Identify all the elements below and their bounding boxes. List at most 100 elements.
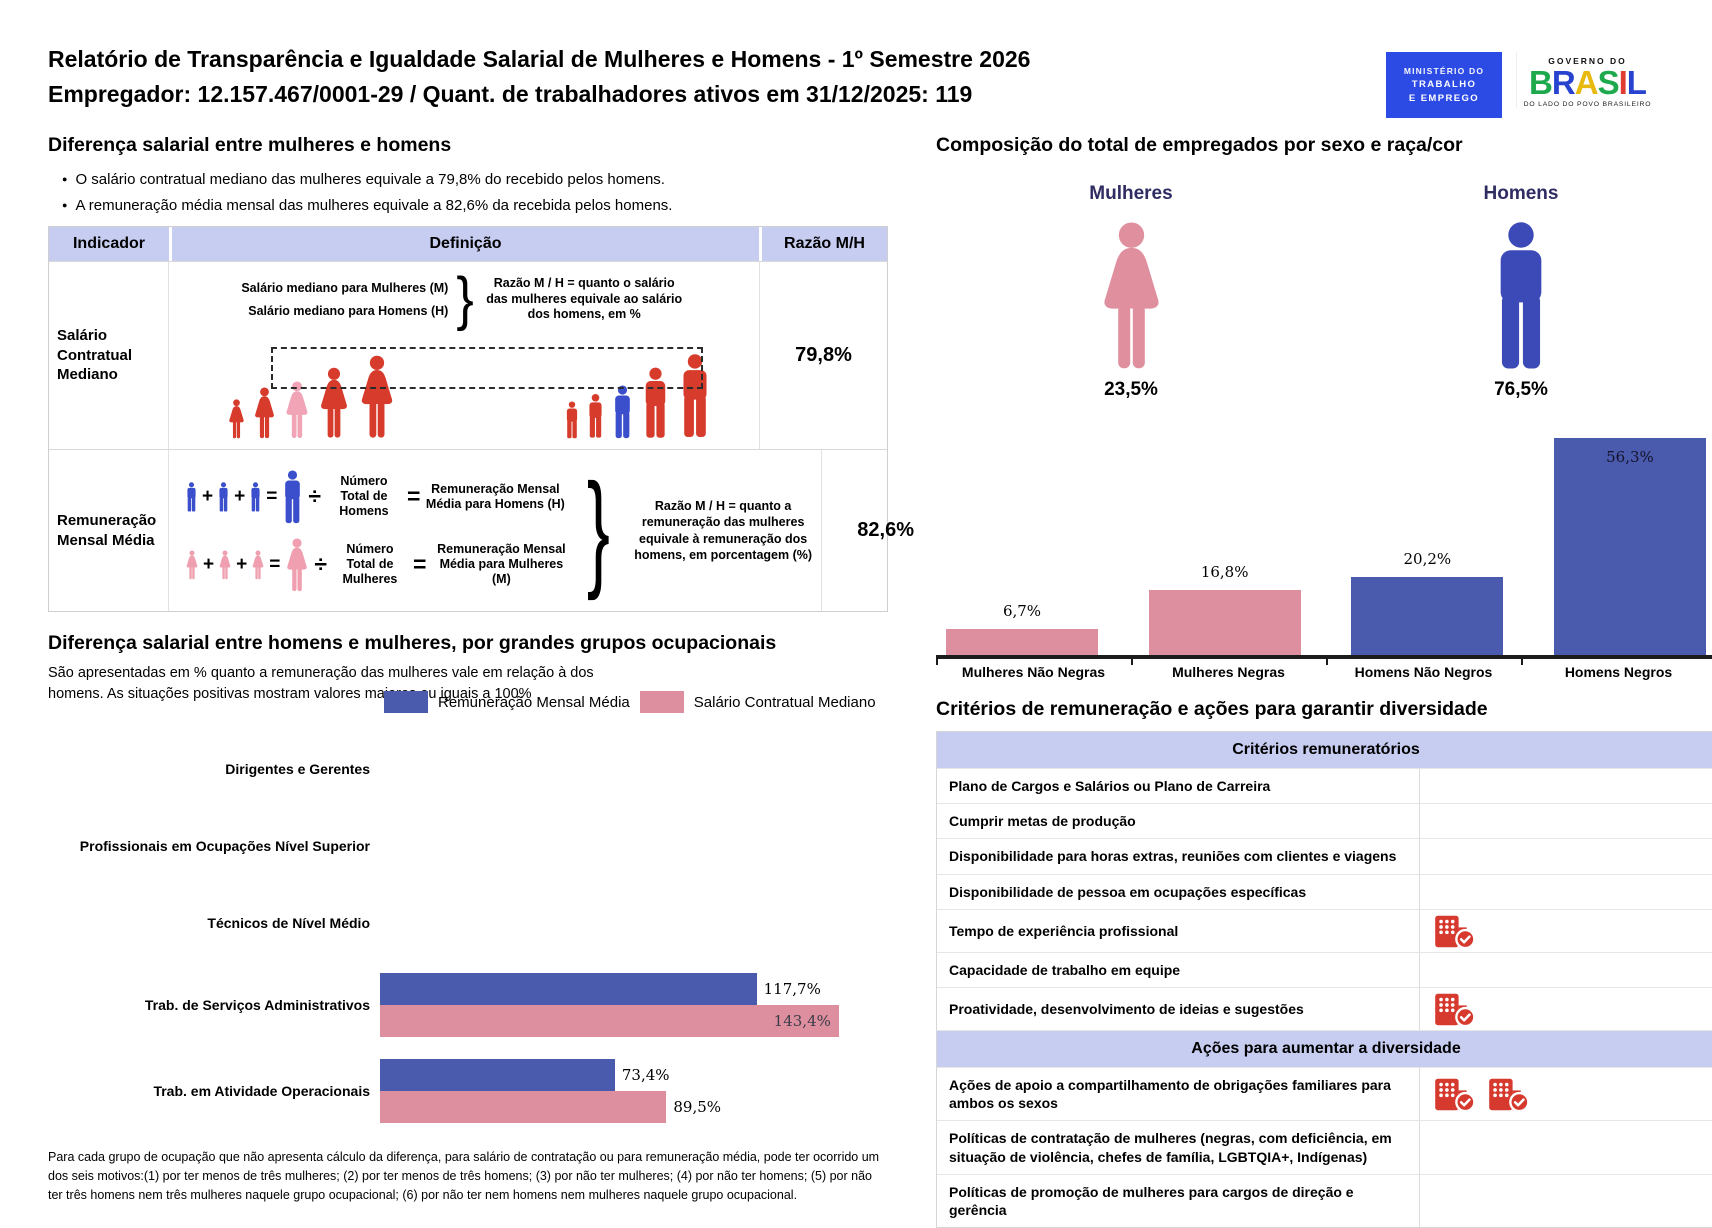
bar-remuneracao <box>380 973 757 1005</box>
table-row: Disponibilidade para horas extras, reuni… <box>937 838 1712 874</box>
brace-glyph: } <box>587 457 611 602</box>
female-person-icon <box>218 550 232 580</box>
mean-definition-diagram: + + = ÷ Número Total de Homens = Remuner… <box>169 450 821 611</box>
company-check-icon <box>1434 913 1476 949</box>
bar-value-label: 16,8% <box>1200 563 1249 582</box>
chart-row: Profissionais em Ocupações Nível Superio… <box>79 838 370 855</box>
employer-line: Empregador: 12.157.467/0001-29 / Quant. … <box>48 81 973 107</box>
table-row: Plano de Cargos e Salários ou Plano de C… <box>937 768 1712 804</box>
salary-gap-title: Diferença salarial entre mulheres e home… <box>48 134 452 156</box>
table-row: Proatividade, desenvolvimento de ideias … <box>937 986 1712 1030</box>
male-person-icon <box>185 482 198 512</box>
bar-group: 6,7% <box>946 602 1098 655</box>
male-person-icon <box>249 482 262 512</box>
brasil-wordmark: BRASIL <box>1529 64 1647 101</box>
women-formula: + + = ÷ Número Total de Mulheres = Remun… <box>185 538 572 592</box>
male-median-icon <box>611 385 634 439</box>
criteria-table: Critérios remuneratórios Plano de Cargos… <box>936 731 1712 1228</box>
female-person-icon <box>251 550 265 580</box>
woman-icon <box>1096 221 1167 371</box>
company-check-icon <box>1434 1076 1476 1112</box>
header: Relatório de Transparência e Igualdade S… <box>48 42 1666 118</box>
bar-value-label: 89,5% <box>673 1098 722 1116</box>
bar <box>1148 590 1301 655</box>
table-row: Disponibilidade de pessoa em ocupações e… <box>937 873 1712 909</box>
bar-value-label: 20,2% <box>1403 550 1452 569</box>
bullet-median: O salário contratual mediano das mulhere… <box>62 171 888 188</box>
legend-swatch-pink <box>639 691 684 713</box>
mte-logo: MINISTÉRIO DO TRABALHO E EMPREGO <box>1386 52 1502 118</box>
bar-value-label: 56,3% <box>1606 448 1654 467</box>
median-pictogram <box>175 335 753 439</box>
male-person-icon <box>217 482 230 512</box>
table-row: Salário Contratual Mediano Salário media… <box>49 261 887 449</box>
race-sex-bar-chart: 6,7% 16,8% 20,2% 56,3% <box>936 431 1712 680</box>
bar <box>1351 577 1504 655</box>
women-percentage: 23,5% <box>1104 379 1158 400</box>
salary-gap-bullets: O salário contratual mediano das mulhere… <box>62 171 888 214</box>
chart-row: Trab. de Serviços Administrativos 117,7%… <box>48 962 888 1048</box>
bar-group: 56,3% <box>1553 438 1706 655</box>
mean-ratio-value: 82,6% <box>821 450 949 611</box>
female-person-icon <box>284 538 310 592</box>
men-percentage: 76,5% <box>1494 379 1548 400</box>
bar-value-label: 117,7% <box>763 980 821 998</box>
bullet-mean: A remuneração média mensal das mulheres … <box>62 197 888 214</box>
bar-value-label: 143,4% <box>773 1012 831 1030</box>
bar-value-label: 6,7% <box>1002 602 1042 621</box>
left-column: Diferença salarial entre mulheres e home… <box>48 134 914 1204</box>
table-row: Ações de apoio a compartilhamento de obr… <box>937 1066 1712 1121</box>
occupational-bar-chart: Dirigentes e Gerentes Profissionais em O… <box>48 731 888 1134</box>
table-row: Cumprir metas de produção <box>937 803 1712 839</box>
company-check-icon <box>1488 1076 1530 1112</box>
median-definition-diagram: Salário mediano para Mulheres (M) Salári… <box>169 262 759 449</box>
female-person-icon <box>252 387 277 439</box>
men-formula: + + = ÷ Número Total de Homens = Remuner… <box>185 470 572 524</box>
right-column: Composição do total de empregados por se… <box>936 134 1712 1228</box>
chart-row: Técnicos de Nível Médio <box>207 915 370 932</box>
chart-legend: Remuneração Mensal Média Salário Contrat… <box>384 691 876 713</box>
actions-header: Ações para aumentar a diversidade <box>937 1029 1712 1067</box>
occupational-title: Diferença salarial entre homens e mulher… <box>48 632 777 654</box>
female-person-icon <box>185 550 199 580</box>
logos: MINISTÉRIO DO TRABALHO E EMPREGO GOVERNO… <box>1386 52 1658 118</box>
x-axis-labels: Mulheres Não Negras Mulheres Negras Home… <box>961 664 1673 680</box>
governo-brasil-logo: GOVERNO DO BRASIL DO LADO DO POVO BRASIL… <box>1516 52 1658 108</box>
bar <box>946 629 1098 655</box>
female-person-icon <box>227 399 246 439</box>
table-row: Capacidade de trabalho em equipe <box>937 951 1712 987</box>
criteria-title: Critérios de remuneração e ações para ga… <box>936 698 1488 720</box>
company-check-icon <box>1434 991 1476 1027</box>
median-ratio-value: 79,8% <box>759 262 887 449</box>
bar-salario: 143,4% <box>380 1005 839 1037</box>
female-median-icon <box>283 381 311 439</box>
composition-icons: Mulheres 23,5% Homens 76,5% <box>936 183 1712 401</box>
criteria-header: Critérios remuneratórios <box>937 732 1712 768</box>
men-share: Homens 76,5% <box>1326 183 1712 401</box>
composition-title: Composição do total de empregados por se… <box>936 134 1463 156</box>
table-row: Políticas de contratação de mulheres (ne… <box>937 1120 1712 1174</box>
indicator-table-header: Indicador Definição Razão M/H <box>49 227 887 261</box>
male-person-icon <box>281 470 304 524</box>
bar-remuneracao <box>380 1059 615 1091</box>
male-person-icon <box>564 401 580 439</box>
table-row: Remuneração Mensal Média + + = <box>49 449 914 611</box>
table-row: Políticas de promoção de mulheres para c… <box>937 1173 1712 1228</box>
page-title: Relatório de Transparência e Igualdade S… <box>48 42 1328 112</box>
bar-group: 20,2% <box>1351 550 1504 655</box>
occupational-footnote: Para cada grupo de ocupação que não apre… <box>48 1150 880 1202</box>
median-selection-box <box>271 347 703 389</box>
x-axis <box>936 655 1712 665</box>
bar-salario <box>380 1091 667 1123</box>
table-row: Tempo de experiência profissional <box>937 908 1712 952</box>
bracket-glyph: } <box>456 265 474 332</box>
bar: 56,3% <box>1553 438 1706 655</box>
male-person-icon <box>586 393 605 439</box>
bar-value-label: 73,4% <box>621 1066 670 1084</box>
indicator-table: Indicador Definição Razão M/H Salário Co… <box>48 226 914 612</box>
legend-swatch-blue <box>384 691 428 713</box>
indicator-label: Salário Contratual Mediano <box>49 262 169 449</box>
indicator-label: Remuneração Mensal Média <box>49 450 169 611</box>
chart-row: Dirigentes e Gerentes <box>225 761 370 778</box>
